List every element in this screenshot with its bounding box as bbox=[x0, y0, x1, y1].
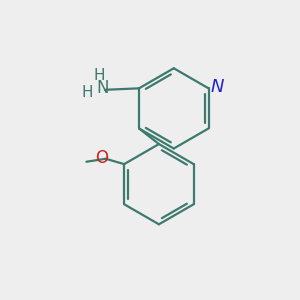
Text: O: O bbox=[95, 149, 108, 167]
Text: H: H bbox=[81, 85, 93, 100]
Text: H: H bbox=[94, 68, 105, 83]
Text: N: N bbox=[210, 78, 224, 96]
Text: N: N bbox=[96, 79, 109, 97]
